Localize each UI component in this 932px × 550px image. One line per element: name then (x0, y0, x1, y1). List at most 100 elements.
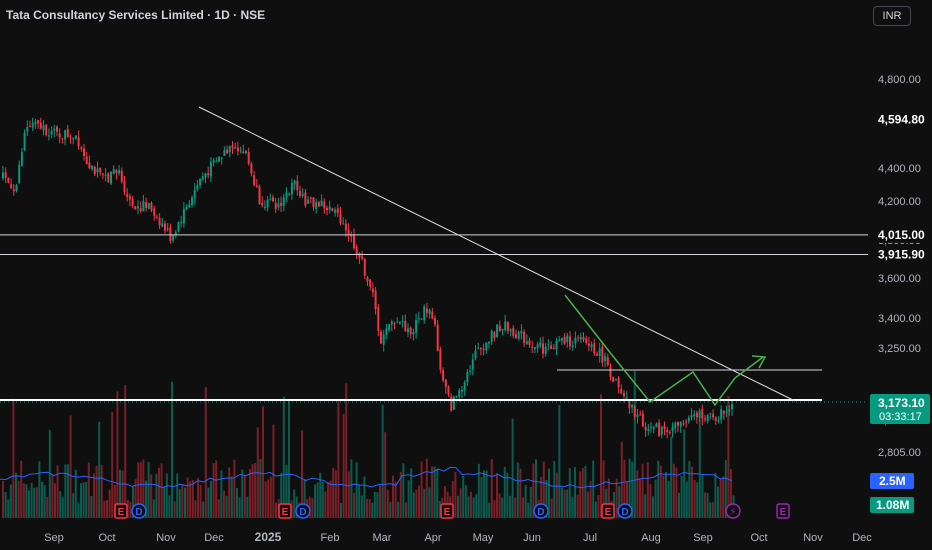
candle-body (452, 396, 455, 410)
volume-bar (423, 488, 426, 518)
candle-body (31, 123, 34, 128)
volume-bar (462, 475, 465, 518)
candle-body (604, 355, 607, 362)
candle-body (137, 206, 139, 209)
event-marker-earnings-icon[interactable]: E (776, 503, 790, 519)
currency-button[interactable]: INR (873, 6, 911, 26)
volume-bar (589, 481, 592, 518)
event-marker-dividend-icon[interactable]: D (295, 503, 311, 519)
candle-body (447, 386, 450, 395)
candle-body (10, 184, 13, 189)
candle-body (404, 320, 407, 332)
volume-bar (12, 398, 15, 518)
volume-bar (197, 478, 199, 518)
candle-body (585, 338, 588, 343)
volume-bar (444, 485, 446, 518)
candle-body (315, 202, 318, 209)
volume-bar (672, 463, 675, 518)
event-marker-earnings-icon[interactable]: E (440, 503, 454, 519)
volume-ma-line (0, 466, 733, 489)
candle-body (185, 207, 188, 210)
volume-bar (152, 499, 155, 518)
volume-bar (160, 463, 163, 518)
volume-bar (329, 480, 332, 518)
candle-body (50, 130, 53, 135)
volume-bar (340, 502, 342, 518)
event-marker-split-icon[interactable]: ⚡ (725, 503, 741, 519)
volume-bar (51, 473, 54, 518)
candle-body (350, 235, 353, 237)
x-tick-label: 2025 (255, 530, 282, 544)
event-marker-dividend-icon[interactable]: D (533, 503, 549, 519)
candle-body (423, 306, 426, 321)
volume-bar (119, 469, 121, 518)
candle-body (625, 397, 628, 399)
event-marker-dividend-icon[interactable]: D (131, 503, 147, 519)
y-tick-label: 2,805.00 (878, 447, 921, 459)
price-level-label: 4,594.80 (878, 113, 925, 127)
candle-body (555, 340, 558, 350)
candle-body (120, 170, 123, 182)
volume-bar (80, 483, 82, 518)
candle-body (42, 125, 45, 131)
volume-bar (67, 464, 69, 518)
volume-bar (82, 482, 85, 518)
descending-trendline[interactable] (198, 106, 796, 402)
candle-body (339, 213, 342, 224)
volume-bar (337, 401, 340, 518)
volume-bar (176, 473, 179, 518)
candle-body (701, 409, 704, 419)
volume-bar (418, 485, 420, 518)
event-marker-dividend-icon[interactable]: D (617, 503, 633, 519)
volume-bar (41, 481, 43, 518)
candle-body (234, 147, 237, 149)
volume-bar (555, 472, 558, 518)
volume-bar (678, 492, 680, 518)
volume-bar (168, 495, 171, 518)
candle-body (174, 232, 177, 235)
volume-bar (506, 472, 509, 518)
volume-bar (540, 476, 543, 518)
candle-body (374, 290, 377, 310)
candle-body (674, 422, 677, 428)
volume-bar (59, 491, 62, 518)
volume-bar (327, 482, 329, 518)
candle-body (579, 336, 582, 340)
volume-bar (644, 494, 647, 518)
volume-bar (342, 413, 345, 518)
candle-body (99, 167, 102, 173)
candle-body (390, 321, 393, 325)
svg-text:D: D (135, 507, 142, 518)
volume-last-badge (870, 497, 914, 513)
event-marker-earnings-icon[interactable]: E (601, 503, 615, 519)
volume-bar (704, 492, 706, 518)
volume-bar (163, 486, 166, 518)
candle-body (126, 193, 129, 197)
y-tick-label: 4,400.00 (878, 163, 921, 175)
candle-body (336, 208, 339, 214)
candle-body (161, 223, 164, 227)
volume-bar (709, 502, 712, 518)
x-tick-label: Jul (583, 532, 597, 544)
volume-bar (15, 472, 17, 518)
candle-body (320, 200, 323, 207)
y-tick-label: 4,200.00 (878, 196, 921, 208)
price-level-label: 4,015.00 (878, 228, 925, 242)
candle-body (39, 122, 42, 129)
volume-bar (659, 465, 662, 518)
candle-body (191, 197, 193, 206)
event-marker-earnings-icon[interactable]: E (278, 503, 292, 519)
candle-body (385, 328, 388, 335)
pattern-drawing[interactable] (564, 294, 764, 407)
volume-bar (321, 482, 324, 518)
volume-bar (688, 460, 691, 518)
volume-bar (649, 484, 652, 518)
volume-bar (171, 381, 173, 518)
event-marker-earnings-icon[interactable]: E (114, 503, 128, 519)
volume-bar (519, 468, 522, 518)
svg-text:⚡: ⚡ (729, 507, 736, 518)
volume-bar (407, 480, 410, 518)
candle-body (706, 415, 709, 422)
volume-bar (220, 470, 223, 518)
